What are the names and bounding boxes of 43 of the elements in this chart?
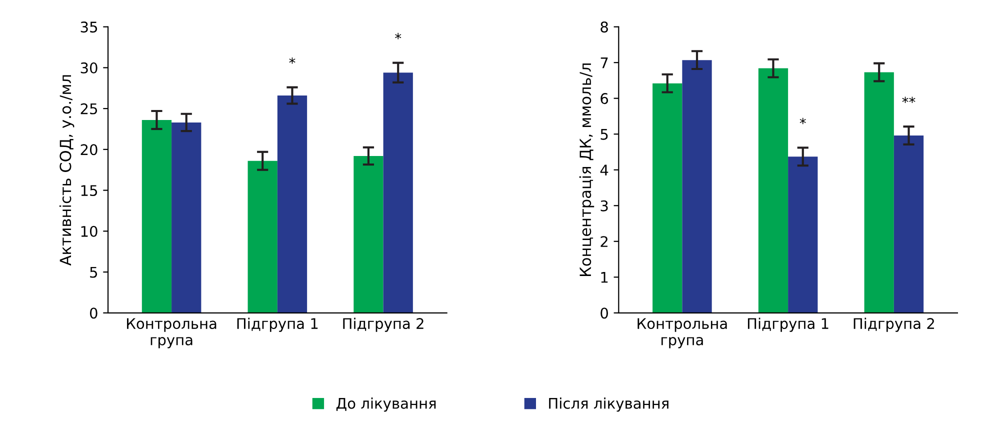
y-tick-label: 0	[90, 308, 98, 319]
bar	[758, 68, 788, 313]
annotation: **	[902, 96, 916, 104]
legend-label: До лікування	[336, 398, 436, 412]
y-tick-label: 20	[80, 144, 98, 156]
bar	[172, 122, 202, 313]
y-tick-label: 3	[600, 200, 608, 212]
annotation: *	[395, 32, 402, 40]
x-tick-label: Підгрупа 1	[748, 318, 828, 332]
y-tick-label: 15	[81, 185, 98, 196]
y-tick-label: 5	[600, 129, 608, 140]
bar	[652, 83, 682, 313]
x-tick-label: Підгрупа 2	[854, 318, 934, 332]
bar	[788, 156, 818, 313]
y-tick-label: 0	[600, 308, 608, 319]
bar	[383, 72, 413, 313]
x-tick-label: Підгрупа 2	[343, 318, 424, 332]
x-tick-label: Підгрупа 1	[237, 318, 318, 332]
y-tick-label: 10	[81, 226, 98, 237]
bar	[277, 95, 308, 313]
y-tick-label: 30	[80, 62, 98, 74]
x-tick-label: Контрольна група	[638, 318, 727, 348]
bar	[682, 60, 712, 313]
bar	[142, 120, 172, 313]
y-tick-label: 1	[601, 272, 608, 283]
y-tick-label: 7	[600, 57, 608, 68]
y-tick-label: 4	[600, 164, 608, 176]
bar	[894, 136, 924, 313]
y-tick-label: 35	[80, 22, 98, 33]
x-tick-label: Контрольна група	[127, 318, 216, 348]
bar	[248, 160, 278, 313]
legend-label: Після лікування	[549, 398, 668, 412]
y-tick-label: 2	[600, 236, 608, 247]
y-tick-label: 5	[90, 266, 98, 278]
annotation: *	[800, 118, 806, 124]
y-tick-label: 25	[80, 103, 98, 114]
annotation: *	[289, 57, 296, 64]
y-axis-title: Концентрація ДК, ммоль/л	[579, 64, 594, 276]
y-tick-label: 6	[600, 93, 608, 104]
bar	[354, 156, 384, 313]
y-axis-title: Активність СОД, у.о./мл	[59, 75, 74, 266]
bar	[864, 72, 894, 313]
y-tick-label: 8	[600, 22, 608, 33]
